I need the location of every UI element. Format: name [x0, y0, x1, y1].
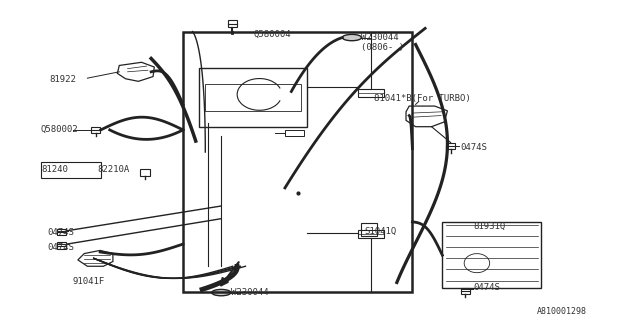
Ellipse shape: [342, 34, 362, 41]
Bar: [358, 89, 384, 97]
Bar: [442, 222, 541, 288]
Bar: [358, 230, 384, 238]
Text: W230044: W230044: [231, 288, 268, 297]
Bar: [92, 127, 100, 133]
Text: A810001298: A810001298: [537, 307, 587, 316]
Bar: [205, 84, 301, 111]
Text: 0474S: 0474S: [47, 243, 74, 252]
Text: 82210A: 82210A: [97, 165, 129, 174]
Text: 0474S: 0474S: [460, 143, 487, 152]
Bar: [140, 169, 150, 176]
Ellipse shape: [212, 289, 231, 296]
Bar: [362, 223, 378, 236]
Bar: [41, 162, 101, 178]
Text: W230044: W230044: [362, 33, 399, 42]
Bar: [58, 243, 67, 249]
Bar: [228, 20, 237, 27]
Bar: [58, 229, 67, 236]
Text: 91041F: 91041F: [73, 277, 105, 286]
Text: 0474S: 0474S: [473, 283, 500, 292]
Text: 0474S: 0474S: [47, 228, 74, 237]
Text: 81931Q: 81931Q: [473, 222, 505, 231]
Text: Q580002: Q580002: [41, 125, 79, 134]
Bar: [446, 142, 455, 149]
Bar: [183, 32, 412, 292]
Text: S1041Q: S1041Q: [365, 227, 397, 236]
Bar: [461, 288, 470, 294]
Text: 81922: 81922: [49, 75, 76, 84]
Text: 81041*B(For TURBO): 81041*B(For TURBO): [374, 94, 471, 103]
Text: Q580004: Q580004: [253, 30, 291, 39]
Text: 81240: 81240: [41, 165, 68, 174]
Text: (0806- ): (0806- ): [362, 43, 404, 52]
Bar: [199, 68, 307, 127]
Bar: [285, 130, 304, 136]
